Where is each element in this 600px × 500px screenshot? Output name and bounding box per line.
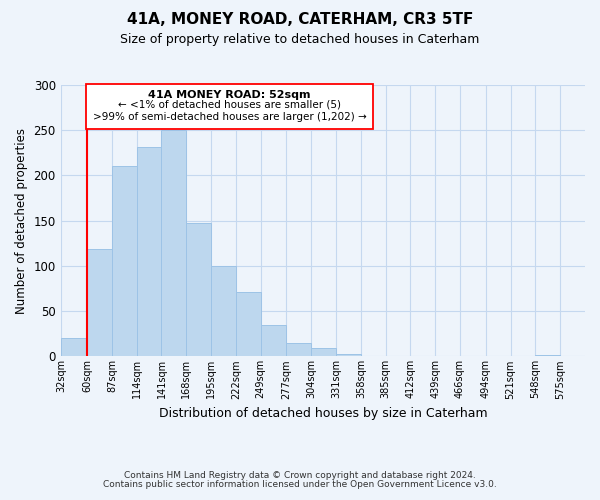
Bar bbox=[112, 166, 137, 356]
Y-axis label: Number of detached properties: Number of detached properties bbox=[15, 128, 28, 314]
Bar bbox=[311, 348, 336, 356]
Bar bbox=[61, 338, 87, 356]
Bar bbox=[236, 292, 261, 356]
Bar bbox=[161, 130, 186, 356]
Text: 41A MONEY ROAD: 52sqm: 41A MONEY ROAD: 52sqm bbox=[148, 90, 311, 100]
Bar bbox=[211, 266, 236, 356]
Text: Size of property relative to detached houses in Caterham: Size of property relative to detached ho… bbox=[121, 32, 479, 46]
Bar bbox=[336, 354, 361, 356]
Text: 41A, MONEY ROAD, CATERHAM, CR3 5TF: 41A, MONEY ROAD, CATERHAM, CR3 5TF bbox=[127, 12, 473, 28]
Text: ← <1% of detached houses are smaller (5): ← <1% of detached houses are smaller (5) bbox=[118, 99, 341, 109]
Bar bbox=[87, 248, 112, 356]
Bar bbox=[286, 343, 311, 356]
Text: Contains public sector information licensed under the Open Government Licence v3: Contains public sector information licen… bbox=[103, 480, 497, 489]
Text: >99% of semi-detached houses are larger (1,202) →: >99% of semi-detached houses are larger … bbox=[92, 112, 367, 122]
Bar bbox=[186, 222, 211, 356]
X-axis label: Distribution of detached houses by size in Caterham: Distribution of detached houses by size … bbox=[159, 407, 487, 420]
Bar bbox=[137, 148, 161, 356]
Bar bbox=[261, 324, 286, 356]
Bar bbox=[535, 354, 560, 356]
Text: Contains HM Land Registry data © Crown copyright and database right 2024.: Contains HM Land Registry data © Crown c… bbox=[124, 471, 476, 480]
